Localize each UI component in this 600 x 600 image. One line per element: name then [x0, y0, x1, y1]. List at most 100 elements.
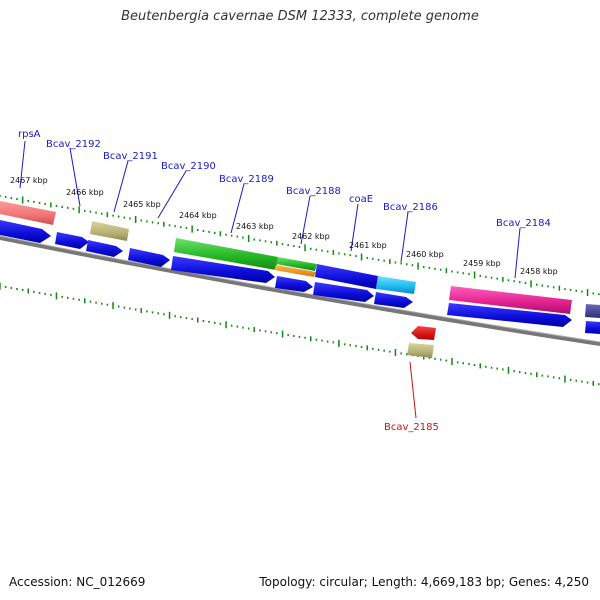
outer-tick-29: [163, 221, 165, 227]
cds-arrow-7[interactable]: [313, 282, 374, 302]
cds-arrow-6[interactable]: [275, 276, 313, 292]
inner-tick-82: [462, 362, 464, 365]
inner-tick-96: [541, 374, 544, 377]
outer-tick-9: [50, 202, 52, 208]
inner-tick-10: [55, 292, 58, 300]
outer-tick-50: [281, 243, 284, 246]
outer-tick-92: [519, 281, 521, 284]
inner-tick-6: [33, 290, 35, 293]
outer-tick-42: [236, 235, 239, 238]
inner-tick-99: [558, 377, 561, 380]
outer-tick-51: [287, 244, 289, 247]
outer-tick-58: [326, 250, 329, 253]
feature-bcav-2191[interactable]: [90, 221, 129, 241]
inner-tick-35: [197, 317, 199, 323]
cds-arrow-9[interactable]: [447, 303, 572, 327]
feature-bcav-2188-orange[interactable]: [274, 265, 316, 277]
outer-tick-71: [400, 262, 402, 265]
outer-tick-93: [524, 282, 527, 284]
genome-title: Beutenbergia cavernae DSM 12333, complet…: [121, 9, 479, 24]
inner-tick-101: [569, 378, 572, 381]
inner-tick-64: [360, 346, 363, 348]
outer-tick-25: [140, 219, 142, 222]
outer-tick-30: [168, 224, 171, 227]
outer-tick-35: [197, 229, 199, 231]
inner-tick-9: [50, 293, 52, 296]
gene-label-bcav-2188: Bcav_2188: [286, 186, 341, 197]
inner-tick-79: [445, 359, 448, 362]
outer-tick-8: [44, 202, 46, 205]
feature-bcav-2186[interactable]: [376, 276, 416, 294]
gene-label-bcav-2185: Bcav_2185: [384, 422, 439, 433]
feature-bcav-2184[interactable]: [449, 286, 572, 314]
cds-arrow-8[interactable]: [374, 292, 413, 308]
cds-arrow-3[interactable]: [86, 240, 123, 257]
outer-tick-83: [468, 273, 470, 276]
inner-tick-16: [89, 300, 92, 303]
inner-tick-80: [451, 358, 453, 365]
kbp-label-2464: 2464 kbp: [179, 211, 217, 220]
kbp-label-2460: 2460 kbp: [406, 250, 444, 259]
feature-bcav-2189[interactable]: [174, 238, 278, 270]
outer-tick-27: [151, 221, 154, 224]
inner-tick-34: [191, 318, 193, 321]
leader-bcav-2192: [69, 147, 81, 207]
gene-label-rpsA: rpsA: [18, 129, 41, 140]
inner-tick-55: [310, 336, 312, 342]
inner-tick-81: [456, 361, 459, 364]
leader-coaE: [350, 203, 359, 252]
outer-tick-82: [462, 272, 464, 275]
outer-tick-33: [185, 227, 188, 230]
cds-arrow-4[interactable]: [128, 248, 170, 267]
outer-tick-98: [552, 286, 555, 289]
outer-tick-73: [411, 264, 414, 267]
inner-tick-30: [168, 311, 171, 319]
gene-label-bcav-2192: Bcav_2192: [46, 139, 101, 150]
outer-tick-11: [61, 205, 63, 208]
inner-tick-93: [524, 372, 527, 374]
feature-bcav-2185[interactable]: [407, 343, 434, 358]
cds-arrow-2[interactable]: [55, 232, 89, 249]
inner-tick-1: [4, 286, 7, 288]
leader-bcav-2190: [157, 170, 187, 219]
genome-backbone: [0, 236, 600, 346]
inner-tick-43: [242, 326, 244, 329]
leader-bcav-2189: [230, 183, 245, 234]
outer-tick-89: [502, 276, 504, 282]
inner-tick-29: [163, 313, 165, 316]
inner-tick-100: [564, 375, 566, 383]
cds-arrow-10[interactable]: [585, 321, 600, 334]
feature-bcav-2185-red[interactable]: [411, 326, 436, 340]
feature-rpsA[interactable]: [0, 201, 56, 225]
inner-tick-24: [134, 308, 137, 311]
outer-tick-46: [259, 239, 261, 242]
inner-tick-7: [38, 291, 41, 294]
inner-tick-95: [536, 372, 538, 378]
outer-tick-34: [191, 225, 193, 233]
feature-bcav-2188[interactable]: [276, 257, 317, 271]
inner-tick-97: [547, 375, 549, 378]
inner-tick-33: [185, 317, 188, 320]
outer-tick-94: [530, 280, 532, 288]
outer-tick-43: [242, 236, 244, 239]
leader-bcav-2184: [514, 227, 521, 279]
outer-tick-79: [445, 268, 448, 274]
inner-tick-21: [117, 305, 120, 308]
outer-tick-48: [270, 241, 272, 244]
outer-tick-38: [214, 231, 216, 234]
outer-tick-37: [208, 230, 210, 233]
cds-arrow-5[interactable]: [171, 256, 275, 283]
feature-right-edge[interactable]: [585, 304, 600, 318]
outer-tick-105: [592, 292, 594, 295]
outer-tick-87: [490, 276, 493, 279]
outer-tick-90: [507, 279, 510, 282]
outer-tick-88: [496, 277, 498, 280]
outer-tick-7: [38, 201, 41, 204]
cds-arrow-1[interactable]: [0, 220, 51, 243]
outer-tick-41: [230, 234, 233, 237]
outer-tick-95: [536, 283, 538, 286]
inner-tick-57: [321, 339, 323, 342]
kbp-label-2458: 2458 kbp: [520, 267, 558, 276]
feature-coaE[interactable]: [315, 264, 378, 289]
outer-tick-97: [547, 285, 549, 288]
